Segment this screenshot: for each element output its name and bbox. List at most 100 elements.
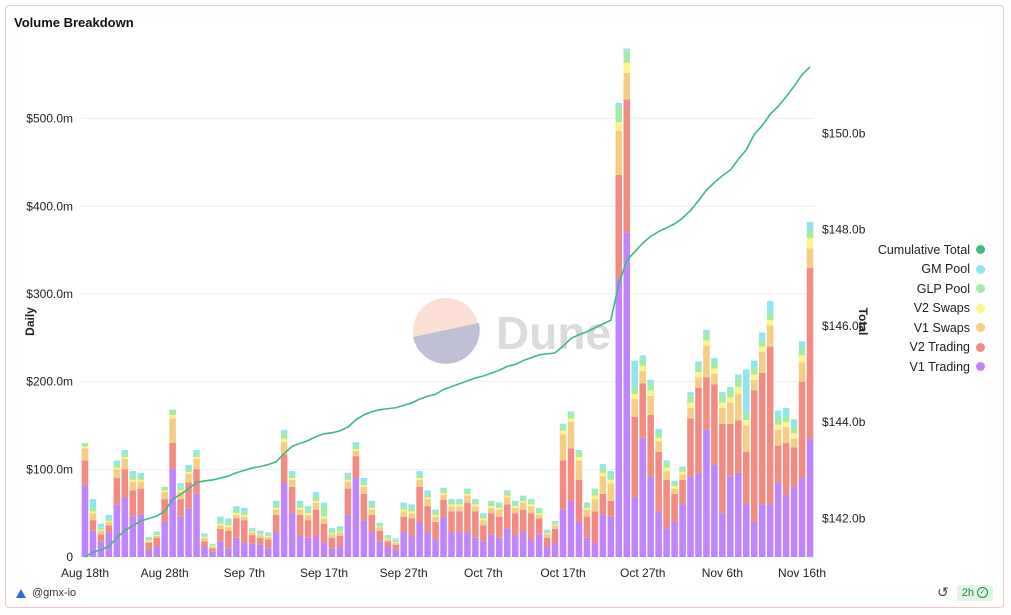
bar-segment xyxy=(288,471,296,475)
bar-segment xyxy=(567,448,575,501)
y-right-tick-label: $150.0b xyxy=(822,126,866,140)
bar-segment xyxy=(472,537,479,557)
watermark: Dune xyxy=(413,298,611,364)
bar-segment xyxy=(304,514,312,521)
bar-segment xyxy=(472,506,479,512)
bar-segment xyxy=(551,525,559,529)
bar-segment xyxy=(201,535,208,537)
bar-segment xyxy=(392,549,399,557)
bar-segment xyxy=(519,532,527,557)
bar-segment xyxy=(392,542,399,545)
legend-dot-icon xyxy=(976,342,985,352)
bar-segment xyxy=(432,514,439,517)
bar-segment xyxy=(695,473,702,557)
y-left-tick-label: $500.0m xyxy=(26,112,73,126)
bar-segment xyxy=(567,413,575,419)
bar-segment xyxy=(352,456,360,479)
bar-segment xyxy=(392,538,399,541)
bar-segment xyxy=(153,535,160,536)
bar-segment xyxy=(272,509,280,515)
bar-segment xyxy=(647,476,654,557)
bar-segment xyxy=(631,416,639,498)
bar-segment xyxy=(703,345,710,378)
legend-item[interactable]: Cumulative Total xyxy=(835,240,985,260)
bar-segment xyxy=(599,476,607,494)
bar-segment xyxy=(655,451,662,512)
bar-segment xyxy=(575,457,583,461)
footer-user[interactable]: @gmx-io xyxy=(16,587,76,599)
bar-segment xyxy=(376,526,384,528)
legend-item[interactable]: V1 Swaps xyxy=(835,318,985,338)
bar-segment xyxy=(790,433,798,439)
bar-segment xyxy=(639,383,646,438)
bar-segment xyxy=(711,361,718,369)
bar-segment xyxy=(743,369,750,414)
bar-segment xyxy=(719,392,726,396)
bar-segment xyxy=(129,490,137,517)
bar-segment xyxy=(519,495,527,498)
bar-segment xyxy=(519,502,527,510)
bar-segment xyxy=(472,499,479,501)
bar-segment xyxy=(575,451,583,458)
x-tick-label: Oct 7th xyxy=(464,566,503,580)
refresh-icon[interactable]: ↺ xyxy=(937,584,949,600)
bar-segment xyxy=(201,536,208,538)
bar-segment xyxy=(583,509,591,517)
bar-segment xyxy=(503,495,511,498)
bar-segment xyxy=(711,373,718,385)
bar-segment xyxy=(121,457,129,459)
bar-segment xyxy=(480,541,487,557)
bar-segment xyxy=(782,407,790,415)
bar-segment xyxy=(711,464,718,557)
bar-segment xyxy=(384,546,392,557)
legend-item[interactable]: V2 Swaps xyxy=(835,299,985,319)
bar-segment xyxy=(169,409,176,415)
bar-segment xyxy=(129,479,137,482)
bar-segment xyxy=(527,539,535,557)
bar-segment xyxy=(448,499,455,501)
bar-segment xyxy=(647,414,654,477)
bar-segment xyxy=(280,454,288,483)
bar-segment xyxy=(193,458,200,470)
legend-item[interactable]: V1 Trading xyxy=(835,357,985,377)
bar-segment xyxy=(735,393,742,421)
bar-segment xyxy=(543,546,551,557)
bar-segment xyxy=(304,506,312,510)
bar-segment xyxy=(456,500,463,505)
bar-segment xyxy=(113,478,121,505)
bar-segment xyxy=(766,325,774,347)
bar-segment xyxy=(750,360,758,368)
bar-segment xyxy=(607,479,615,484)
bar-segment xyxy=(607,500,615,517)
bar-segment xyxy=(249,532,256,536)
bar-segment xyxy=(774,429,782,446)
bar-segment xyxy=(758,372,766,505)
bar-segment xyxy=(137,481,145,489)
bar-segment xyxy=(225,525,232,528)
bar-segment xyxy=(264,532,272,535)
bar-segment xyxy=(766,320,774,326)
bar-segment xyxy=(671,480,678,483)
legend-item[interactable]: GLP Pool xyxy=(835,279,985,299)
bar-segment xyxy=(304,509,312,514)
bar-segment xyxy=(719,407,726,424)
refresh-interval-badge[interactable]: 2h ✓ xyxy=(956,584,993,601)
legend-item[interactable]: GM Pool xyxy=(835,260,985,280)
bar-segment xyxy=(272,514,280,533)
footer-status: ↺ 2h ✓ xyxy=(937,584,993,601)
bar-segment xyxy=(647,390,654,396)
bar-segment xyxy=(583,502,591,505)
bar-segment xyxy=(599,514,607,557)
bar-segment xyxy=(679,479,686,505)
bar-segment xyxy=(607,516,615,557)
bar-segment xyxy=(312,500,320,503)
y-left-axis-title: Daily xyxy=(23,307,37,336)
bar-segment xyxy=(264,536,272,540)
bar-segment xyxy=(806,248,814,268)
bar-segment xyxy=(89,513,97,521)
legend-item[interactable]: V2 Trading xyxy=(835,338,985,358)
bar-segment xyxy=(241,514,248,517)
bar-segment xyxy=(798,341,806,349)
bar-segment xyxy=(312,492,320,496)
bar-segment xyxy=(440,487,447,490)
